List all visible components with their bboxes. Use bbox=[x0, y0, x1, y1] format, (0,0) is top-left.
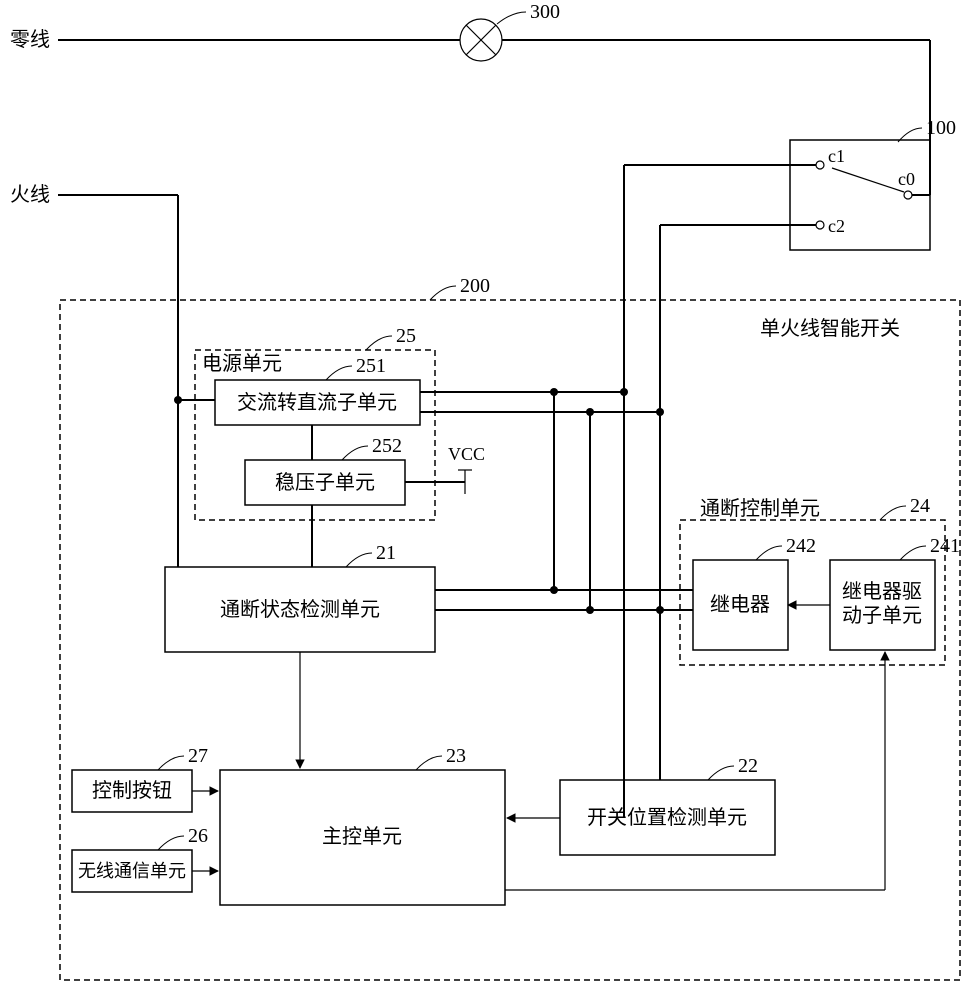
c1-label: c1 bbox=[828, 146, 845, 166]
relay-drv-ref: 241 bbox=[930, 535, 960, 557]
relay-label: 继电器 bbox=[710, 593, 770, 616]
acdc-label: 交流转直流子单元 bbox=[237, 391, 397, 414]
acdc-ref: 251 bbox=[356, 355, 386, 377]
btn-label: 控制按钮 bbox=[92, 779, 172, 802]
outer-ref: 200 bbox=[460, 275, 490, 297]
wireless-ref: 26 bbox=[188, 825, 208, 847]
psu-title: 电源单元 bbox=[202, 352, 282, 375]
lamp-ref: 300 bbox=[530, 1, 560, 23]
mcu-ref: 23 bbox=[446, 745, 466, 767]
btn-ref: 27 bbox=[188, 745, 208, 767]
c2-label: c2 bbox=[828, 216, 845, 236]
detect-state-label: 通断状态检测单元 bbox=[220, 598, 380, 621]
relay-ref: 242 bbox=[786, 535, 816, 557]
live-label: 火线 bbox=[10, 183, 50, 206]
reg-ref: 252 bbox=[372, 435, 402, 457]
ctrl-title: 通断控制单元 bbox=[700, 497, 820, 520]
reg-label: 稳压子单元 bbox=[275, 471, 375, 494]
neutral-label: 零线 bbox=[10, 28, 50, 51]
wireless-label: 无线通信单元 bbox=[78, 861, 186, 881]
outer-title: 单火线智能开关 bbox=[760, 317, 900, 340]
sw-pos-label: 开关位置检测单元 bbox=[587, 806, 747, 829]
switch-ref: 100 bbox=[926, 117, 956, 139]
relay-drv-label-1: 继电器驱 bbox=[842, 580, 922, 603]
sw-pos-ref: 22 bbox=[738, 755, 758, 777]
relay-drv-label-2: 动子单元 bbox=[842, 604, 922, 627]
c0-label: c0 bbox=[898, 169, 915, 189]
vcc-label: VCC bbox=[448, 444, 485, 464]
psu-ref: 25 bbox=[396, 325, 416, 347]
ctrl-ref: 24 bbox=[910, 495, 930, 517]
detect-state-ref: 21 bbox=[376, 542, 396, 564]
mcu-label: 主控单元 bbox=[322, 825, 402, 848]
